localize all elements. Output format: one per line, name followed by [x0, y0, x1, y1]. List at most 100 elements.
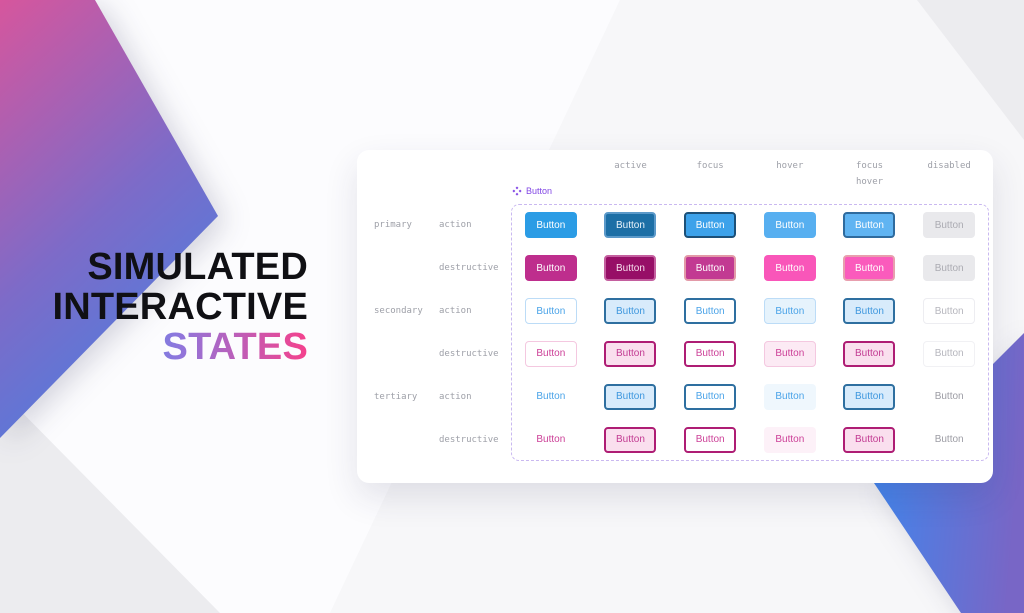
button-secondary-action-focus-hover[interactable]: Button	[843, 298, 896, 325]
grid-cell: Button	[830, 332, 910, 375]
tier-label: primary	[374, 220, 412, 231]
button-secondary-destructive-disabled[interactable]: Button	[923, 340, 976, 367]
title-accent-line: STATES	[40, 327, 308, 367]
button-primary-destructive-focus-hover[interactable]: Button	[843, 255, 896, 282]
grid-cell: Button	[909, 375, 989, 418]
button-tertiary-action-active[interactable]: Button	[604, 383, 657, 410]
grid-cell: Button	[750, 375, 830, 418]
state-headers: active focus hover focus hover disabled	[511, 159, 989, 191]
button-secondary-action-active[interactable]: Button	[604, 298, 657, 325]
variant-label: action	[439, 220, 472, 231]
gradient-shape-top-left	[0, 0, 218, 438]
tier-label	[374, 418, 436, 461]
grid-cell: Button	[591, 204, 671, 247]
states-grid: Button Button Button Button Button Button Butt…	[511, 204, 989, 461]
grid-cell: Button	[670, 332, 750, 375]
state-column-label: focus	[696, 161, 724, 171]
variant-label: action	[439, 306, 472, 317]
button-tertiary-destructive-active[interactable]: Button	[604, 426, 657, 453]
button-secondary-destructive-focus-hover[interactable]: Button	[843, 340, 896, 367]
button-tertiary-action-focus[interactable]: Button	[684, 383, 737, 410]
showcase-card: active focus hover focus hover disabled Butt…	[357, 150, 993, 483]
figma-component-icon	[512, 186, 522, 196]
button-secondary-action-disabled[interactable]: Button	[923, 298, 976, 325]
grid-cell: Button	[591, 332, 671, 375]
button-primary-destructive-active[interactable]: Button	[604, 255, 657, 282]
grid-cell: Button	[670, 204, 750, 247]
grid-cell: Button	[909, 332, 989, 375]
grid-cell: Button	[670, 247, 750, 290]
grid-cell: Button	[591, 247, 671, 290]
grid-cell: Button	[670, 375, 750, 418]
button-secondary-destructive-hover[interactable]: Button	[763, 340, 816, 367]
variant-label: destructive	[439, 434, 499, 445]
button-secondary-destructive-default[interactable]: Button	[524, 340, 577, 367]
button-primary-destructive-hover[interactable]: Button	[763, 255, 816, 282]
gradient-shape-top-left-wrap	[0, 0, 218, 438]
button-primary-destructive-focus[interactable]: Button	[684, 255, 737, 282]
button-tertiary-destructive-hover[interactable]: Button	[763, 426, 816, 453]
grid-cell: Button	[830, 290, 910, 333]
component-set-frame	[511, 204, 989, 461]
button-tertiary-destructive-default[interactable]: Button	[525, 427, 577, 453]
button-primary-destructive-default[interactable]: Button	[524, 255, 577, 282]
tier-label: tertiary	[374, 391, 418, 402]
grid-cell: Button	[511, 332, 591, 375]
button-tertiary-destructive-disabled[interactable]: Button	[923, 427, 975, 453]
button-primary-action-active[interactable]: Button	[604, 212, 657, 239]
grid-cell: Button	[591, 290, 671, 333]
tier-label	[374, 332, 436, 375]
title-line-1: SIMULATED	[87, 246, 308, 288]
button-primary-destructive-disabled[interactable]: Button	[923, 255, 976, 282]
button-tertiary-destructive-focus[interactable]: Button	[684, 426, 737, 453]
grid-cell: Button	[750, 290, 830, 333]
grid-cell: Button	[511, 375, 591, 418]
button-tertiary-action-disabled[interactable]: Button	[923, 384, 975, 410]
grid-cell: Button	[511, 418, 591, 461]
grid-cell: Button	[591, 375, 671, 418]
button-secondary-destructive-active[interactable]: Button	[604, 340, 657, 367]
button-primary-action-focus[interactable]: Button	[684, 212, 737, 239]
grid-cell: Button	[830, 375, 910, 418]
state-column-label: disabled	[927, 161, 971, 171]
grid-cell: Button	[830, 247, 910, 290]
grid-cell: Button	[830, 204, 910, 247]
button-secondary-action-hover[interactable]: Button	[763, 298, 816, 325]
grid-cell: Button	[670, 290, 750, 333]
button-primary-action-disabled[interactable]: Button	[923, 212, 976, 239]
variant-label: action	[439, 391, 472, 402]
button-tertiary-action-hover[interactable]: Button	[763, 383, 816, 410]
grid-cell: Button	[511, 247, 591, 290]
grid-cell: Button	[750, 418, 830, 461]
tier-labels: primary secondary tertiary	[374, 204, 436, 461]
grid-cell: Button	[750, 332, 830, 375]
variant-label: destructive	[439, 348, 499, 359]
component-tag[interactable]: Button	[512, 186, 552, 196]
button-tertiary-action-default[interactable]: Button	[525, 384, 577, 410]
grid-cell: Button	[591, 418, 671, 461]
button-tertiary-action-focus-hover[interactable]: Button	[843, 383, 896, 410]
component-name-label: Button	[526, 186, 553, 196]
button-secondary-action-default[interactable]: Button	[524, 298, 577, 325]
grid-cell: Button	[750, 247, 830, 290]
button-primary-action-hover[interactable]: Button	[763, 212, 816, 239]
state-column-label: focus hover	[855, 161, 884, 187]
state-column-label: active	[614, 161, 647, 171]
grid-cell: Button	[909, 204, 989, 247]
grid-cell: Button	[830, 418, 910, 461]
grid-cell: Button	[511, 204, 591, 247]
tier-label	[374, 247, 436, 290]
button-secondary-action-focus[interactable]: Button	[684, 298, 737, 325]
grid-cell: Button	[750, 204, 830, 247]
grid-cell: Button	[909, 247, 989, 290]
button-tertiary-destructive-focus-hover[interactable]: Button	[843, 426, 896, 453]
grid-cell: Button	[909, 290, 989, 333]
button-secondary-destructive-focus[interactable]: Button	[684, 340, 737, 367]
button-primary-action-focus-hover[interactable]: Button	[843, 212, 896, 239]
grid-cell: Button	[511, 290, 591, 333]
button-primary-action-default[interactable]: Button	[524, 212, 577, 239]
variant-labels: action destructive action destructive action…	[439, 204, 507, 461]
grid-cell: Button	[670, 418, 750, 461]
title-line-2: INTERACTIVE	[52, 286, 308, 328]
